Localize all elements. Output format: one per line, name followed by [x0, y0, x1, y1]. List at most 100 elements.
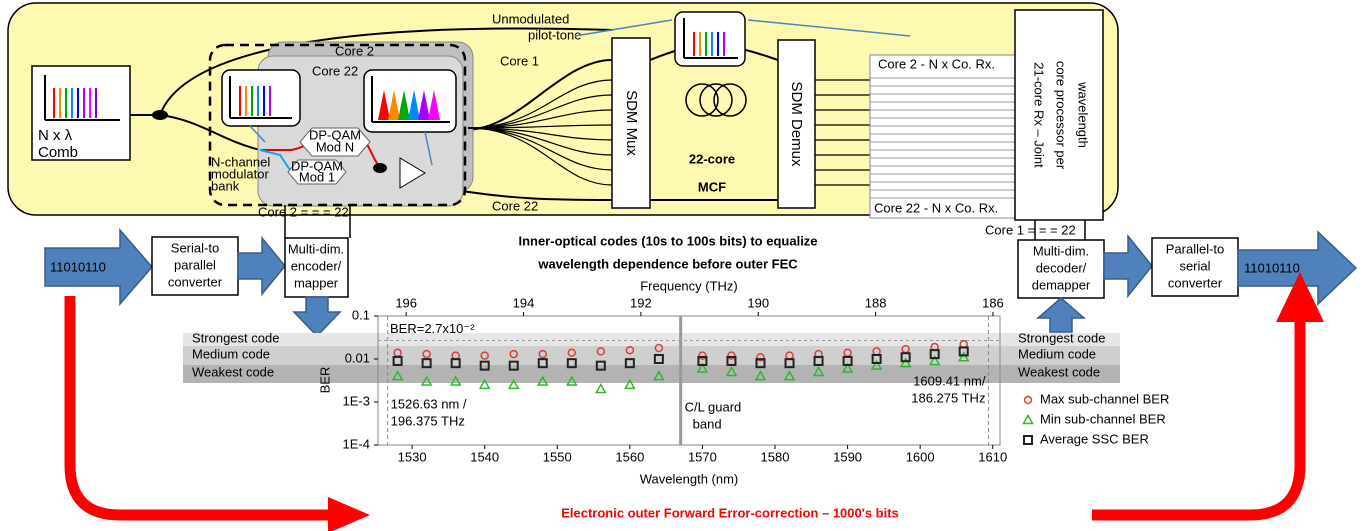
- data-point: [420, 375, 433, 386]
- data-point: [784, 358, 795, 369]
- data-point: [755, 358, 766, 369]
- x-tick-label: 1560: [615, 449, 644, 464]
- receiver-label: Core 22 - N x Co. Rx.: [874, 200, 998, 215]
- x2-axis-label: Frequency (THz): [640, 278, 738, 293]
- data-point: [841, 362, 854, 373]
- y-tick-label: 0.01: [345, 350, 370, 365]
- joint-processor: [1014, 9, 1104, 221]
- data-point: [508, 360, 519, 371]
- modulator-bank-label: N-channel: [211, 154, 270, 169]
- data-point: [624, 378, 636, 390]
- modulator-1: [287, 159, 347, 185]
- modulator-bank-label: modulator: [211, 166, 269, 181]
- data-point: [478, 378, 491, 390]
- data-point: [595, 360, 606, 371]
- input-bits: 11010110: [50, 259, 106, 274]
- decoder: [1017, 239, 1105, 299]
- core-label: Core 22: [492, 198, 538, 213]
- box-label: decoder/: [1036, 260, 1087, 275]
- combiner: [373, 163, 387, 173]
- box-label: demapper: [1032, 277, 1091, 292]
- comb-label: N x λ: [38, 127, 73, 144]
- guard-label: band: [693, 416, 722, 431]
- arrow: [237, 235, 286, 297]
- pilot-tone-label: Unmodulated: [492, 11, 569, 26]
- sdm-mux-label: SDM Mux: [623, 90, 640, 156]
- data-point: [595, 383, 607, 394]
- modulator-label: DP-QAM: [309, 127, 361, 142]
- data-point: [654, 343, 664, 353]
- code-band: [183, 346, 1120, 365]
- threshold-label: BER=2.7x10⁻²: [390, 321, 475, 336]
- band-edge-label: 186.275 THz: [911, 390, 985, 405]
- pointer: [249, 125, 266, 143]
- data-point: [696, 362, 709, 373]
- arrow: [1035, 297, 1087, 333]
- data-point: [870, 359, 883, 370]
- data-point: [480, 351, 489, 360]
- data-point: [479, 360, 490, 371]
- core-range: Core 2 = = = 22: [258, 204, 349, 219]
- data-point: [900, 352, 911, 363]
- x-tick-label: 1580: [761, 449, 790, 464]
- comb-label: Comb: [38, 144, 78, 161]
- input-arrow: [44, 227, 153, 307]
- data-point: [566, 375, 578, 386]
- pilot-tone-label: pilot-tone: [528, 27, 581, 42]
- modulator-box: [208, 43, 467, 207]
- data-point: [899, 357, 912, 368]
- x-tick-label: 1590: [833, 449, 862, 464]
- sdm-demux-label: SDM Demux: [788, 81, 805, 167]
- fec-arrow: [64, 296, 330, 521]
- pilot-spectrum-box: [674, 11, 746, 67]
- data-point: [450, 358, 461, 369]
- code-level: Weakest code: [192, 364, 274, 379]
- modulator-label: Mod 1: [299, 169, 335, 184]
- core-range: Core 1 = = = 22: [985, 222, 1076, 237]
- data-point: [726, 355, 737, 366]
- data-point: [624, 358, 635, 369]
- modulated-spectrum: [371, 76, 450, 123]
- pilot-spectrum: [683, 18, 738, 59]
- ber-chart: BER=2.7x10⁻² C/L guard band 1526.63 nm / 196…: [317, 278, 1169, 486]
- x-axis-label: Wavelength (nm): [640, 471, 739, 486]
- box-label: Serial-to: [171, 240, 219, 255]
- data-point: [871, 354, 882, 364]
- spectrum-box: [221, 69, 301, 127]
- connectors: [284, 205, 1086, 240]
- box-label: serial: [1179, 258, 1210, 273]
- x-tick-label: 1530: [398, 449, 427, 464]
- data-point: [698, 351, 707, 360]
- pilot-pointer: [574, 19, 911, 37]
- data-point: [958, 346, 969, 357]
- data-point: [507, 378, 520, 390]
- data-point: [812, 365, 825, 377]
- code-level: Weakest code: [1018, 364, 1100, 379]
- data-point: [928, 354, 941, 366]
- encoder: [284, 237, 349, 298]
- serial-parallel: [151, 236, 239, 296]
- box-label: Multi-dim.: [1033, 243, 1089, 258]
- data-point: [756, 352, 765, 362]
- x-tick-label: 1570: [688, 449, 717, 464]
- legend-marker: [1023, 435, 1033, 445]
- code-level: Strongest code: [1018, 330, 1105, 345]
- joint-processor-label: wavelength: [1076, 81, 1091, 148]
- box-label: Multi-dim.: [288, 241, 344, 256]
- code-level: Strongest code: [192, 330, 279, 345]
- band-edge-label: 1609.41 nm/: [913, 373, 986, 388]
- box-label: parallel: [174, 257, 216, 272]
- x-tick-label: 1610: [978, 449, 1007, 464]
- data-point: [566, 358, 577, 369]
- receiver-label: Core 2 - N x Co. Rx.: [878, 56, 995, 71]
- data-point: [653, 354, 664, 364]
- data-point: [957, 351, 970, 362]
- data-point: [727, 351, 736, 360]
- data-point: [422, 349, 431, 359]
- fan-in: [467, 79, 870, 186]
- sdm-demux: [777, 39, 816, 209]
- comb-spectrum: [44, 75, 120, 121]
- arrow: [292, 296, 342, 338]
- data-point: [813, 355, 824, 366]
